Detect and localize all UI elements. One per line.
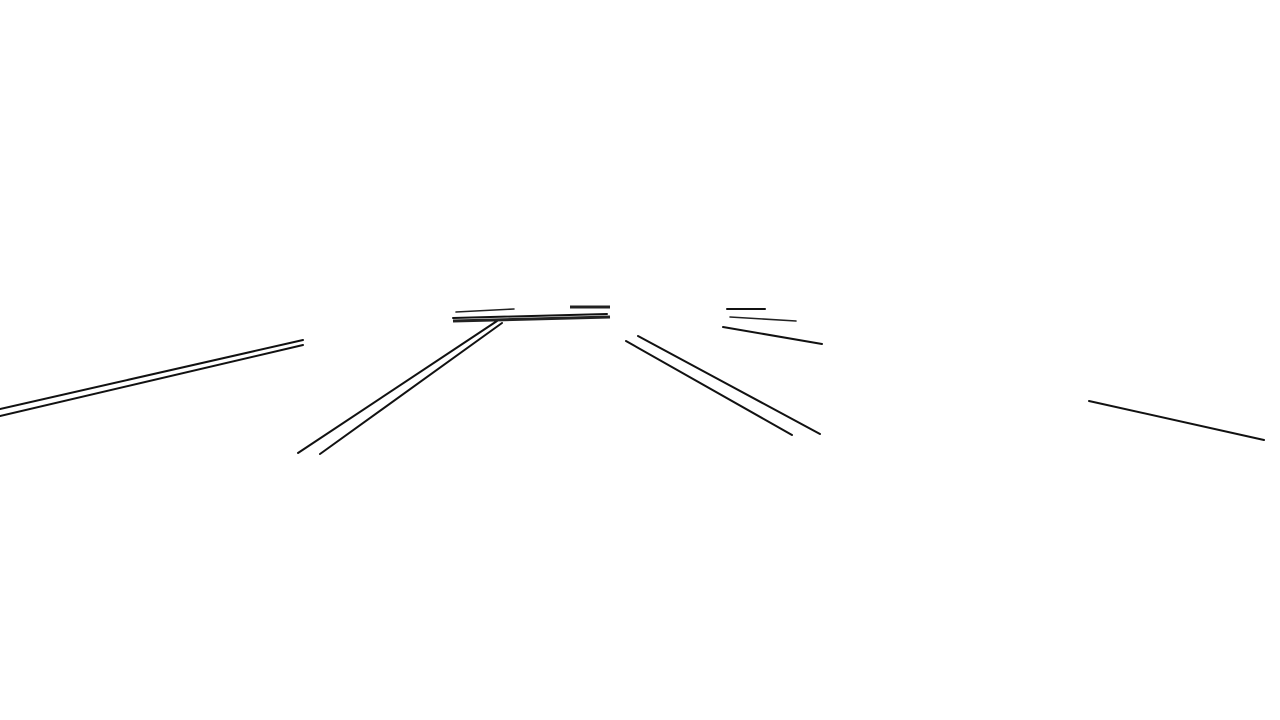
horizon-segments-center (452, 305, 611, 323)
far-left-lane-line-lower (0, 344, 304, 417)
right-ego-lane-line-outer (637, 335, 821, 435)
right-ego-lane-line (625, 335, 821, 436)
far-right-lane-line-segment (1088, 400, 1265, 441)
right-horizon-segment-3 (722, 326, 823, 345)
far-left-lane-line (0, 339, 304, 417)
horizon-segment-4 (452, 315, 611, 323)
right-ego-lane-line-inner (625, 340, 793, 436)
horizon-segment-3 (452, 313, 608, 319)
right-horizon-segment-2 (729, 316, 797, 322)
left-ego-lane-line-outer (297, 320, 498, 454)
left-ego-lane-line (297, 320, 503, 455)
horizon-segments-right (722, 308, 823, 345)
horizon-segment-1 (455, 308, 515, 313)
left-ego-lane-line-inner (319, 322, 503, 455)
far-left-lane-line-upper (0, 339, 304, 410)
far-right-lane-line (1088, 400, 1265, 441)
